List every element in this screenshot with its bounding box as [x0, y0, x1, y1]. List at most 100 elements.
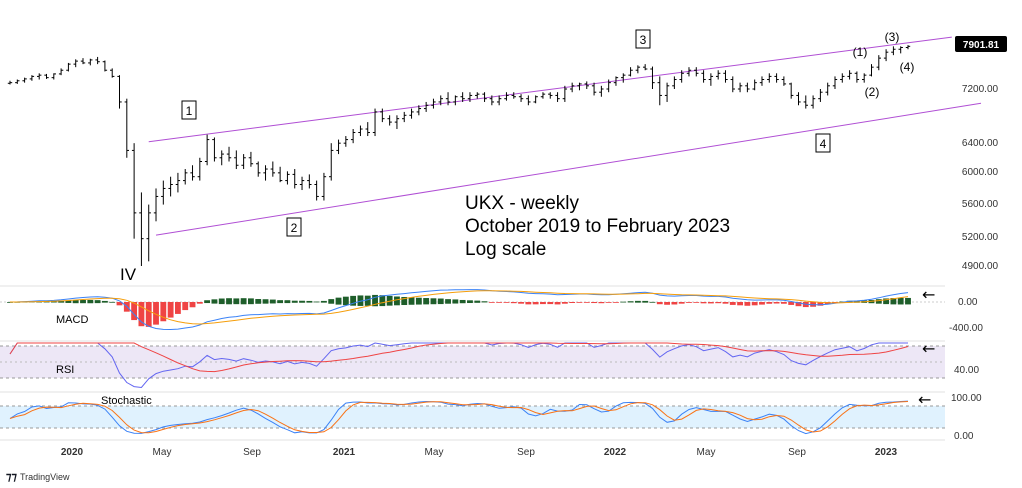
ohlc-bar: [358, 125, 363, 137]
ohlc-bar: [745, 82, 750, 93]
macd-histogram-bar: [598, 302, 605, 304]
macd-histogram-bar: [50, 301, 57, 303]
ohlc-bar: [482, 92, 487, 102]
macd-histogram-bar: [94, 300, 101, 304]
ohlc-bar: [190, 165, 195, 181]
wave-4-box: [815, 133, 831, 153]
macd-histogram-bar: [795, 302, 802, 307]
macd-histogram-bar: [240, 298, 247, 305]
ohlc-bar: [540, 92, 546, 99]
ohlc-bar: [708, 73, 714, 86]
ohlc-bar: [898, 46, 903, 54]
macd-histogram-bar: [226, 298, 232, 305]
ohlc-bar: [847, 70, 852, 80]
current-price-badge: [955, 36, 1007, 52]
ohlc-bar: [161, 180, 166, 205]
macd-label: MACD: [56, 314, 88, 326]
macd-histogram-bar: [321, 300, 327, 303]
macd-histogram-bar: [780, 302, 787, 304]
ohlc-bar: [58, 68, 64, 76]
macd-histogram-bar: [510, 302, 517, 304]
ohlc-bar: [460, 92, 465, 102]
macd-histogram-bar: [678, 302, 685, 304]
ohlc-bar: [256, 161, 261, 177]
stochastic-tick: 100.00: [951, 393, 982, 404]
ohlc-bar: [555, 92, 560, 102]
macd-histogram-bar: [540, 302, 546, 305]
time-axis: 2020 May Sep 2021 May Sep 2022 May Sep 2…: [61, 447, 898, 458]
ohlc-bar: [117, 75, 122, 109]
ohlc-bar: [891, 46, 896, 56]
macd-histogram-bar: [277, 300, 284, 304]
macd-panel: MACD 0.00 -400.00 ←: [0, 285, 983, 334]
macd-histogram-bar: [722, 302, 729, 304]
time-tick: 2023: [875, 447, 898, 458]
macd-histogram-bar: [189, 302, 196, 308]
macd-histogram-bar: [284, 300, 291, 304]
ohlc-bar: [825, 82, 830, 96]
ohlc-bar: [102, 60, 108, 72]
ohlc-bar: [562, 85, 568, 102]
price-axis: 7200.00 6400.00 6000.00 5600.00 5200.00 …: [955, 36, 1007, 272]
macd-histogram-bar: [430, 298, 437, 305]
ohlc-bar: [591, 82, 597, 96]
ohlc-bar: [715, 70, 721, 80]
ohlc-bar: [796, 92, 801, 106]
macd-arrow-icon: ←: [922, 285, 935, 304]
ohlc-bar: [475, 92, 480, 99]
macd-histogram-bar: [342, 296, 349, 306]
ohlc-bar: [876, 55, 881, 71]
macd-histogram-bar: [196, 302, 203, 304]
macd-histogram-bar: [255, 299, 262, 304]
ohlc-bar: [599, 85, 604, 97]
ohlc-bar: [365, 122, 370, 137]
ohlc-bar: [730, 76, 735, 93]
macd-histogram-bar: [561, 302, 568, 304]
macd-histogram-bar: [693, 302, 700, 303]
macd-histogram-bar: [634, 300, 641, 303]
ohlc-bar: [285, 171, 290, 185]
time-tick: 2021: [333, 447, 356, 458]
price-tick: 5200.00: [962, 232, 999, 243]
wave-1-label: 1: [186, 104, 193, 118]
macd-histogram-bar: [415, 297, 422, 305]
macd-histogram-bar: [759, 302, 765, 305]
ohlc-bar: [642, 64, 648, 71]
ohlc-bar: [526, 95, 531, 106]
macd-histogram-bar: [328, 299, 335, 304]
ohlc-bar: [489, 95, 495, 106]
ohlc-bar: [387, 115, 392, 126]
stochastic-k-line: [9, 400, 909, 435]
macd-histogram-bar: [58, 300, 65, 303]
macd-histogram-bar: [211, 299, 218, 304]
stochastic-d-line: [9, 401, 909, 434]
macd-histogram-bar: [138, 302, 145, 327]
ohlc-bar: [679, 70, 684, 83]
macd-tick: -400.00: [949, 323, 983, 334]
macd-histogram-bar: [905, 297, 911, 305]
annotation-line-3: Log scale: [465, 239, 546, 260]
wave-labels: 1 2 3 4 IV (1) (2) (3) (4): [120, 29, 914, 284]
macd-histogram-bar: [467, 300, 473, 304]
macd-histogram-bar: [174, 302, 181, 314]
ohlc-bar: [394, 115, 400, 130]
macd-histogram-bar: [664, 302, 670, 305]
ohlc-bar: [569, 82, 575, 93]
macd-histogram-bar: [613, 302, 619, 303]
ohlc-bar: [752, 79, 757, 91]
macd-histogram-bar: [269, 299, 276, 304]
macd-histogram-bar: [160, 302, 167, 322]
annotation-line-2: October 2019 to February 2023: [465, 216, 730, 237]
rsi-arrow-icon: ←: [922, 339, 935, 358]
price-panel: [7, 36, 982, 266]
macd-histogram-bar: [233, 298, 240, 305]
ohlc-bar: [788, 82, 794, 99]
ohlc-bar: [467, 92, 473, 102]
macd-histogram-bar: [576, 302, 583, 303]
ohlc-bar: [759, 76, 765, 86]
ohlc-bar: [832, 76, 838, 89]
ohlc-bar: [818, 89, 823, 102]
stochastic-label: Stochastic: [101, 395, 152, 407]
macd-histogram-bar: [547, 302, 554, 305]
